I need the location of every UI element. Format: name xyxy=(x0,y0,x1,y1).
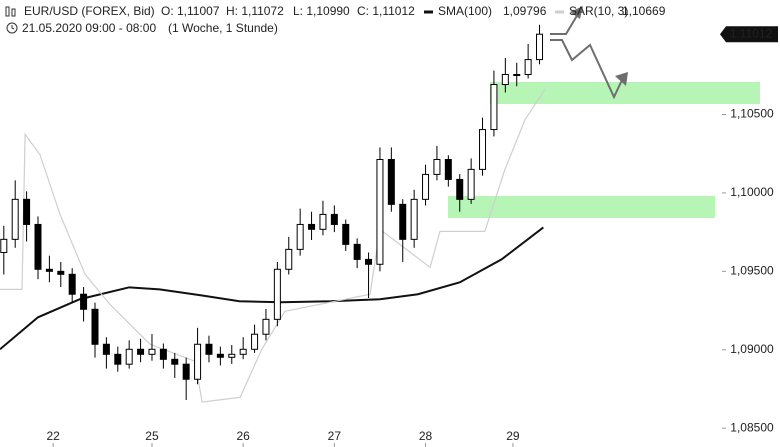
quote-value: C: 1,11012 xyxy=(357,4,415,18)
scenario-arrow xyxy=(550,39,623,100)
candle-body xyxy=(296,223,304,250)
scenario-arrow xyxy=(550,13,579,35)
arrow-head xyxy=(615,72,628,86)
period: (1 Woche, 1 Stunde) xyxy=(168,21,278,35)
candle-body xyxy=(433,159,441,175)
candle-body xyxy=(182,363,190,380)
candle-body xyxy=(0,238,8,254)
legend-name: SAR(10, 3) xyxy=(569,4,628,18)
x-tick-label: 22 xyxy=(47,429,61,443)
candle-body xyxy=(479,129,487,170)
candle-body xyxy=(410,198,418,240)
date-range: 21.05.2020 09:00 - 08:00 xyxy=(22,21,156,35)
candle-body xyxy=(251,333,259,350)
y-tick-label: 1,09000 xyxy=(730,342,774,356)
indicator-line xyxy=(0,226,544,351)
x-tick-label: 25 xyxy=(145,429,159,443)
y-tick-label: 1,10000 xyxy=(730,185,774,199)
candle-body xyxy=(23,198,31,225)
candle-body xyxy=(387,159,395,205)
candle-body xyxy=(501,74,509,86)
candle-body xyxy=(399,203,407,240)
candle-body xyxy=(490,84,498,131)
candle-body xyxy=(536,33,544,61)
quote-value: H: 1,11072 xyxy=(226,4,284,18)
plot-area xyxy=(0,24,546,403)
symbol-icon xyxy=(11,8,16,17)
candle-body xyxy=(365,258,373,265)
candle-body xyxy=(125,348,133,365)
support-zone xyxy=(448,196,715,218)
x-tick-label: 28 xyxy=(419,429,433,443)
candle-body xyxy=(102,343,110,355)
candle-body xyxy=(228,353,236,358)
candle-body xyxy=(57,270,65,275)
legend-name: SMA(100) xyxy=(438,4,492,18)
candle-body xyxy=(308,223,316,230)
clock-icon xyxy=(11,25,15,30)
candle-body xyxy=(342,223,350,245)
candle-body xyxy=(137,348,145,355)
candle-body xyxy=(34,223,42,270)
candle-body xyxy=(68,273,76,295)
x-tick-label: 26 xyxy=(236,429,250,443)
candle-body xyxy=(45,268,53,272)
arrow-head xyxy=(570,6,583,19)
clock-icon xyxy=(6,22,18,34)
candle-body xyxy=(456,178,464,200)
candle-body xyxy=(524,59,532,75)
indicator-line xyxy=(0,89,546,403)
symbol-icon xyxy=(5,6,10,17)
candle-body xyxy=(239,348,247,355)
y-tick-label: 1,08500 xyxy=(730,420,774,434)
quote-value: O: 1,11007 xyxy=(161,4,220,18)
y-tick-label: 1,10500 xyxy=(730,107,774,121)
quote-value: L: 1,10990 xyxy=(293,4,350,18)
candle-body xyxy=(114,353,122,365)
candle-body xyxy=(376,159,384,265)
resistance-zone xyxy=(490,82,760,104)
x-tick-label: 27 xyxy=(328,429,342,443)
header: EUR/USD (FOREX, Bid) 21.05.2020 09:00 - … xyxy=(5,4,278,35)
candle-body xyxy=(262,318,270,335)
candle-body xyxy=(159,348,167,360)
legend-value: 1,09796 xyxy=(503,4,547,18)
candle-body xyxy=(91,308,99,345)
candle-body xyxy=(11,198,19,240)
legend-value: 1,10669 xyxy=(622,4,666,18)
candle-body xyxy=(80,293,88,310)
candle-body xyxy=(353,243,361,260)
candle-body xyxy=(444,159,452,180)
candle-body xyxy=(148,348,156,355)
candle-body xyxy=(285,248,293,270)
candle-body xyxy=(422,173,430,200)
last-price-box xyxy=(720,26,778,43)
candle-body xyxy=(513,74,521,76)
candle-body xyxy=(330,213,338,225)
candle-body xyxy=(467,168,475,200)
x-tick-label: 29 xyxy=(506,429,520,443)
y-tick-label: 1,09500 xyxy=(730,264,774,278)
candle-body xyxy=(194,343,202,380)
candle-body xyxy=(171,358,179,365)
candle-body xyxy=(216,353,224,358)
candle-body xyxy=(319,213,327,230)
last-price-label: 1,11012 xyxy=(730,26,773,40)
symbol-title: EUR/USD (FOREX, Bid) xyxy=(24,4,155,18)
candle-body xyxy=(273,268,281,320)
candle-body xyxy=(205,343,213,355)
